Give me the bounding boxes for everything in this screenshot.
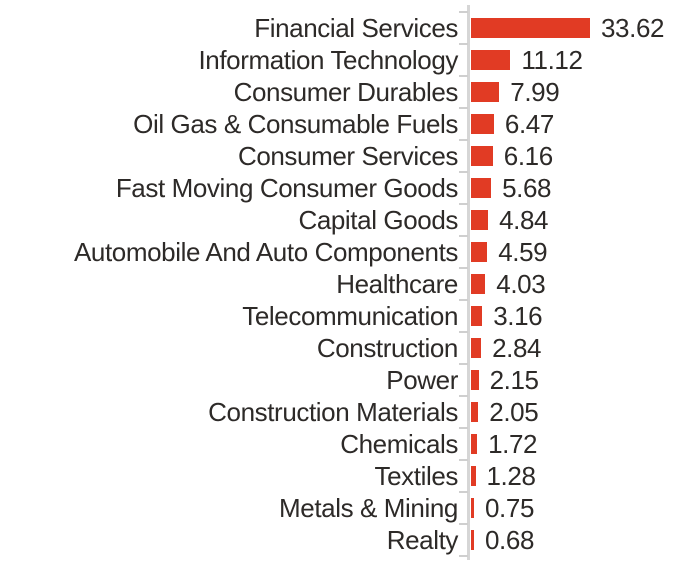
axis-tick [459,427,468,429]
bar [471,274,486,294]
chart-row: Automobile And Auto Components 4.59 [0,236,664,268]
chart-row: Consumer Services 6.16 [0,140,664,172]
chart-row: Construction Materials 2.05 [0,396,664,428]
category-label: Construction [316,332,459,363]
chart-row: Textiles 1.28 [0,460,664,492]
bar [471,114,494,134]
bar [471,434,478,454]
chart-row: Fast Moving Consumer Goods 5.68 [0,172,664,204]
bar [471,82,500,102]
category-label: Chemicals [340,428,458,459]
category-label: Consumer Services [237,140,458,171]
axis-tick [459,523,468,525]
chart-row: Information Technology 11.12 [0,44,664,76]
axis-tick [459,331,468,333]
value-label: 11.12 [521,44,583,75]
bar [471,178,492,198]
chart-row: Metals & Mining 0.75 [0,492,664,524]
axis-tick [459,459,468,461]
axis-tick [459,171,468,173]
bar [471,530,474,550]
category-label: Healthcare [336,268,458,299]
chart-row: Power 2.15 [0,364,664,396]
axis-tick [459,555,468,557]
bar [471,146,493,166]
value-label: 1.72 [488,428,538,459]
bar [471,338,482,358]
bar [471,50,511,70]
category-label: Textiles [374,460,459,491]
category-label: Consumer Durables [233,76,459,107]
value-label: 0.75 [485,492,535,523]
axis-tick [459,491,468,493]
value-label: 4.03 [496,268,546,299]
value-label: 6.16 [503,140,553,171]
axis-tick [459,43,468,45]
bar [471,306,483,326]
axis-tick [459,235,468,237]
chart-rows: Financial Services 33.62 Information Tec… [0,12,665,556]
value-label: 2.05 [489,396,539,427]
bar [471,242,488,262]
bar [471,498,474,518]
value-label: 2.15 [489,364,539,395]
value-label: 0.68 [485,524,535,555]
category-label: Oil Gas & Consumable Fuels [133,108,458,139]
chart-row: Consumer Durables 7.99 [0,76,664,108]
chart-row: Financial Services 33.62 [0,12,664,44]
axis-baseline [467,5,470,560]
value-label: 4.84 [499,204,549,235]
value-label: 2.84 [492,332,542,363]
category-label: Automobile And Auto Components [73,236,458,267]
bar [471,18,590,38]
chart-row: Telecommunication 3.16 [0,300,664,332]
chart-row: Oil Gas & Consumable Fuels 6.47 [0,108,664,140]
category-label: Capital Goods [298,204,458,235]
chart-row: Chemicals 1.72 [0,428,664,460]
bar [471,210,489,230]
chart-row: Construction 2.84 [0,332,664,364]
axis-tick [459,11,468,13]
axis-tick [459,299,468,301]
category-label: Power [386,364,458,395]
axis-tick [459,363,468,365]
chart-row: Realty 0.68 [0,524,664,556]
bar [471,466,476,486]
chart-row: Capital Goods 4.84 [0,204,664,236]
axis-tick [459,395,468,397]
value-label: 3.16 [493,300,543,331]
category-label: Telecommunication [242,300,458,331]
category-label: Financial Services [254,12,458,43]
bar [471,402,479,422]
bar [471,370,479,390]
category-label: Realty [386,524,459,555]
value-label: 7.99 [510,76,560,107]
category-label: Information Technology [198,44,458,75]
value-label: 33.62 [601,12,665,43]
value-label: 4.59 [498,236,548,267]
axis-tick [459,139,468,141]
value-label: 5.68 [502,172,552,203]
chart-row: Healthcare 4.03 [0,268,664,300]
value-label: 1.28 [486,460,536,491]
category-label: Construction Materials [208,396,458,427]
category-label: Metals & Mining [279,492,458,523]
axis-tick [459,75,468,77]
value-label: 6.47 [504,108,554,139]
axis-tick [459,203,468,205]
category-label: Fast Moving Consumer Goods [115,172,459,203]
axis-tick [459,107,468,109]
axis-tick [459,267,468,269]
